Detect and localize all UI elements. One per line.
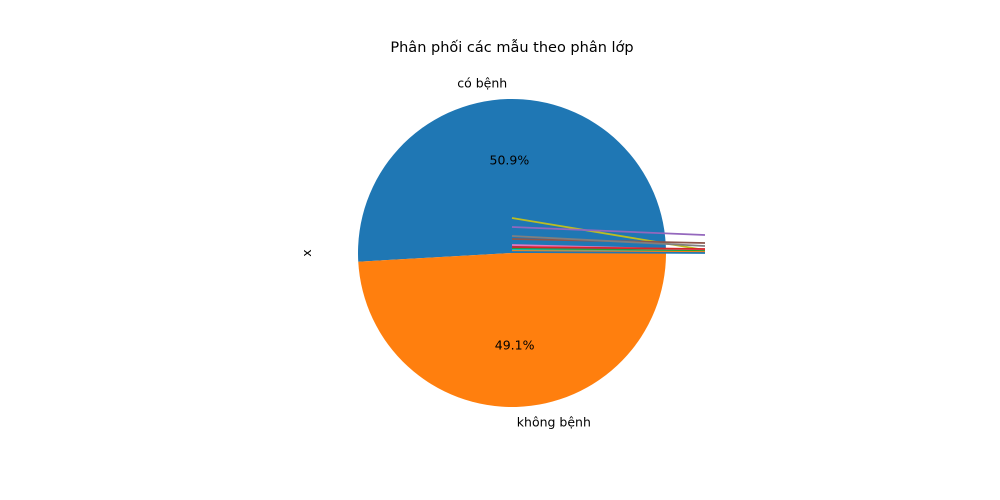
y-axis-label: x xyxy=(299,249,314,256)
overlay-line-4 xyxy=(511,235,705,247)
slice-percent-2: 49.1% xyxy=(495,337,535,352)
overlay-line-2 xyxy=(511,226,705,236)
slice-percent-1: 50.9% xyxy=(490,153,530,168)
overlay-line-7 xyxy=(511,248,705,252)
overlay-line-10 xyxy=(511,251,705,254)
pie-labels: có bệnh 50.9% không bệnh 49.1% xyxy=(457,76,591,430)
pie-slice-1 xyxy=(357,98,666,262)
overlay-line-9 xyxy=(511,250,705,253)
overlay-line-6 xyxy=(511,246,705,250)
slice-label-1: có bệnh xyxy=(457,76,507,91)
chart-title: Phân phối các mẫu theo phân lớp xyxy=(390,39,633,56)
overlay-lines xyxy=(511,217,705,254)
pie-slice-2 xyxy=(358,253,666,407)
pie-slices xyxy=(357,98,666,407)
slice-label-2: không bệnh xyxy=(517,414,591,429)
